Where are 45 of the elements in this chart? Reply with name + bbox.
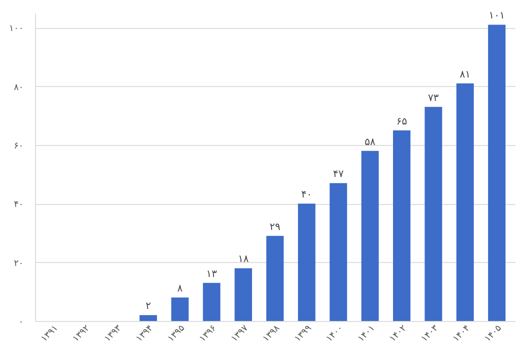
data-label: ۸۱ (460, 69, 470, 80)
data-label: ۷۳ (428, 92, 440, 104)
x-tick-label: ۱۳۹۳ (102, 323, 124, 344)
data-label: ۴۷ (332, 169, 344, 180)
data-label: ۸ (177, 284, 184, 295)
x-tick-label: ۱۳۹۹ (293, 323, 314, 344)
x-tick-label: ۱۴۰۳ (420, 323, 441, 344)
x-tick-label: ۱۴۰۴ (451, 323, 472, 344)
y-tick-label: ۸۰ (14, 82, 24, 93)
x-tick-label: ۱۳۹۶ (198, 323, 219, 344)
data-label: ۱۸ (238, 254, 250, 266)
data-label: ۲ (146, 301, 151, 312)
bar (298, 204, 316, 321)
x-tick-label: ۱۴۰۰ (324, 324, 346, 344)
bar (488, 24, 506, 321)
x-tick-label: ۱۳۹۵ (166, 323, 188, 344)
x-tick-label: ۱۴۰۲ (388, 323, 409, 344)
data-label: ۲۹ (270, 222, 280, 233)
x-tick-label: ۱۳۹۲ (71, 323, 92, 344)
data-label: ۵۸ (364, 136, 376, 148)
y-tick-label: ۴۰ (14, 200, 24, 210)
bar (234, 268, 252, 321)
bar (140, 315, 157, 321)
x-tick-label: ۱۴۰۱ (356, 324, 378, 344)
data-label: ۱۰۱ (488, 10, 505, 22)
y-tick-label: ۶۰ (14, 142, 24, 152)
bar (456, 83, 474, 321)
x-tick-label: ۱۳۹۱ (40, 324, 60, 344)
y-tick-label: ۲۰ (14, 258, 24, 269)
bar (266, 236, 284, 321)
x-tick-label: ۱۳۹۷ (230, 323, 250, 344)
bar (202, 282, 220, 321)
bar (330, 183, 348, 321)
bar (393, 130, 410, 321)
data-label: ۶۵ (396, 116, 408, 128)
x-tick-label: ۱۳۹۸ (261, 323, 282, 344)
data-label: ۱۳ (206, 268, 218, 280)
y-tick-label: ۱۰۰ (8, 24, 24, 34)
x-tick-label: ۱۴۰۵ (483, 323, 504, 344)
x-tick-label: ۱۳۹۴ (134, 323, 156, 344)
bar (361, 150, 379, 321)
y-tick-label: ۰ (18, 318, 24, 328)
data-label: ۴۰ (301, 190, 312, 201)
bar (171, 298, 189, 321)
bar (424, 106, 442, 321)
